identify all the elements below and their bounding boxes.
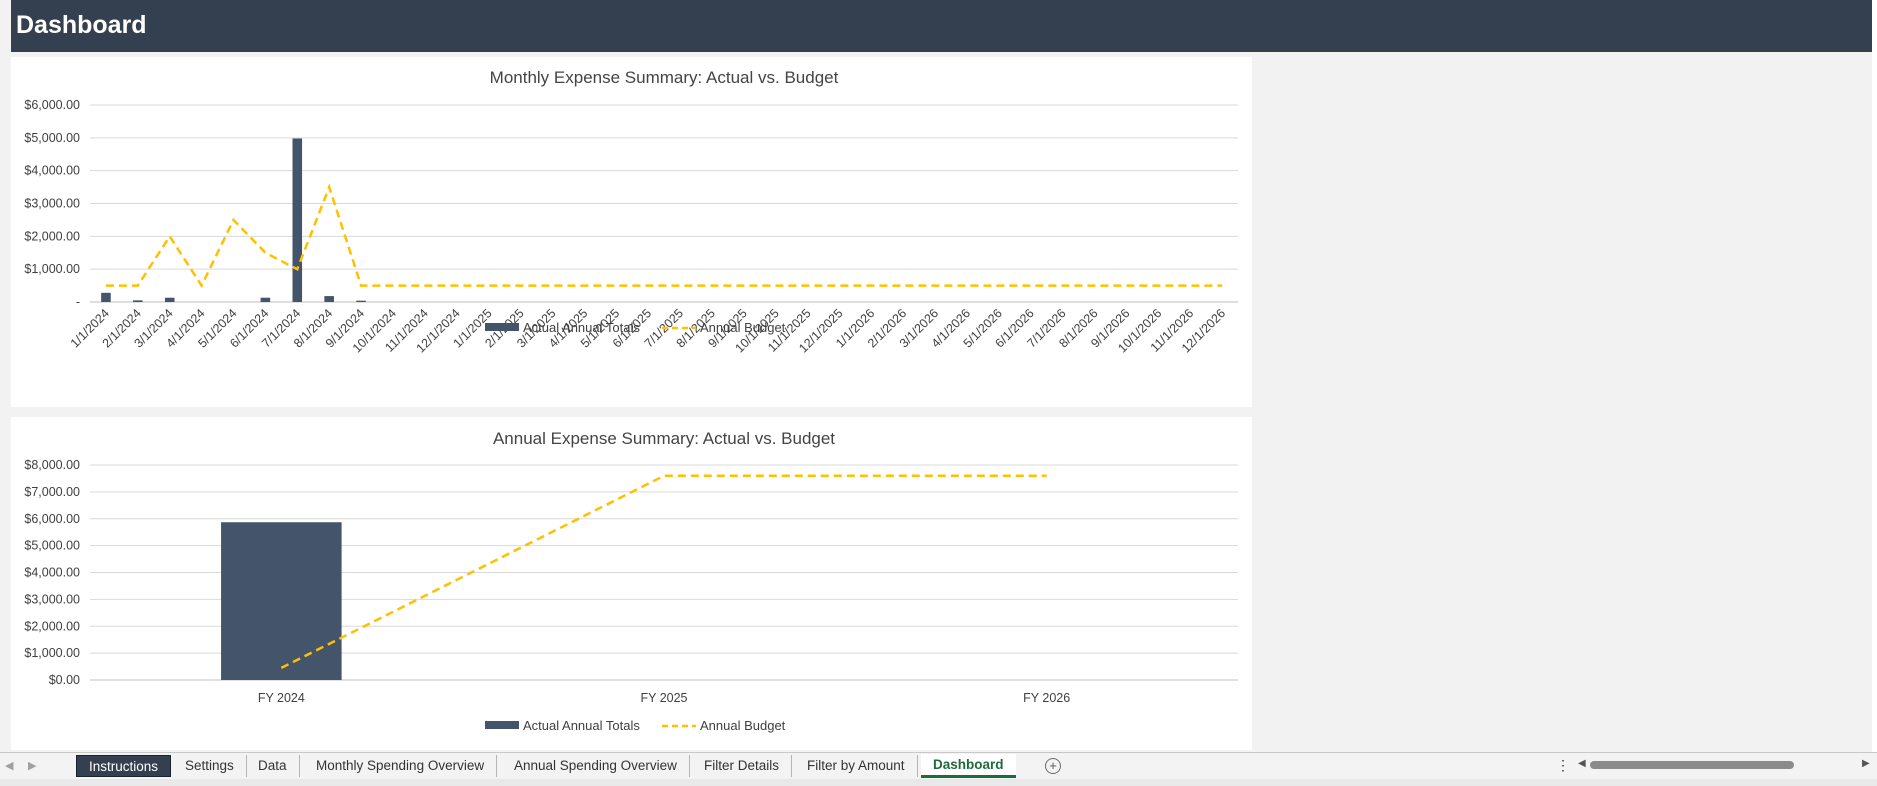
tab-data[interactable]: Data bbox=[246, 755, 300, 777]
y-tick-label: - bbox=[76, 295, 80, 309]
bar bbox=[101, 292, 111, 302]
y-tick-label: $4,000.00 bbox=[24, 566, 80, 580]
y-tick-label: $8,000.00 bbox=[24, 458, 80, 472]
sheet-edge bbox=[1872, 0, 1877, 752]
legend-budget-label: Annual Budget bbox=[700, 718, 786, 733]
bar bbox=[260, 297, 271, 302]
tab-filter-details[interactable]: Filter Details bbox=[692, 755, 793, 777]
annual-chart: Annual Expense Summary: Actual vs. Budge… bbox=[24, 429, 1238, 733]
budget-line bbox=[105, 183, 1223, 289]
scrollbar-thumb[interactable] bbox=[1590, 761, 1794, 769]
tab-dashboard[interactable]: Dashboard bbox=[921, 754, 1016, 778]
monthly-chart: Monthly Expense Summary: Actual vs. Budg… bbox=[24, 68, 1238, 355]
scroll-tabs-right-icon[interactable]: ▶ bbox=[28, 760, 37, 772]
x-tick-label: FY 2025 bbox=[640, 691, 687, 705]
monthly-chart-panel[interactable]: Monthly Expense Summary: Actual vs. Budg… bbox=[11, 57, 1252, 407]
legend-actual-label: Actual Annual Totals bbox=[523, 320, 640, 335]
dashboard-header: Dashboard bbox=[11, 0, 1872, 52]
bar bbox=[133, 300, 143, 302]
sheet-tab-bar: ◀ ▶ Instructions Settings Data Monthly S… bbox=[0, 752, 1877, 779]
y-tick-label: $2,000.00 bbox=[24, 229, 80, 243]
more-options-icon[interactable]: ⋮ bbox=[1556, 757, 1570, 773]
y-tick-label: $6,000.00 bbox=[24, 512, 80, 526]
y-tick-label: $2,000.00 bbox=[24, 619, 80, 633]
y-tick-label: $3,000.00 bbox=[24, 592, 80, 606]
tab-instructions[interactable]: Instructions bbox=[76, 755, 172, 777]
y-tick-label: $4,000.00 bbox=[24, 164, 80, 178]
annual-chart-panel[interactable]: Annual Expense Summary: Actual vs. Budge… bbox=[11, 417, 1252, 750]
y-tick-label: $7,000.00 bbox=[24, 485, 80, 499]
tab-filter-by-amount[interactable]: Filter by Amount bbox=[795, 755, 918, 777]
scroll-left-icon[interactable]: ◀ bbox=[1578, 758, 1586, 769]
legend-budget-label: Annual Budget bbox=[700, 320, 786, 335]
y-tick-label: $0.00 bbox=[49, 673, 80, 687]
y-tick-label: $6,000.00 bbox=[24, 98, 80, 112]
y-tick-label: $5,000.00 bbox=[24, 131, 80, 145]
x-tick-label: FY 2024 bbox=[258, 691, 305, 705]
status-bar bbox=[0, 779, 1877, 786]
y-tick-label: $1,000.00 bbox=[24, 262, 80, 276]
chart-title: Monthly Expense Summary: Actual vs. Budg… bbox=[490, 68, 839, 87]
bar bbox=[164, 297, 175, 302]
budget-line bbox=[280, 474, 1047, 670]
scroll-tabs-left-icon[interactable]: ◀ bbox=[5, 760, 14, 772]
horizontal-scrollbar[interactable]: ◀ ▶ bbox=[1578, 758, 1870, 772]
y-tick-label: $3,000.00 bbox=[24, 197, 80, 211]
x-tick-label: FY 2026 bbox=[1023, 691, 1070, 705]
bar bbox=[356, 300, 366, 302]
tab-monthly-spending-overview[interactable]: Monthly Spending Overview bbox=[304, 755, 498, 777]
bar bbox=[324, 296, 334, 302]
chart-title: Annual Expense Summary: Actual vs. Budge… bbox=[493, 429, 835, 448]
bar bbox=[221, 522, 342, 680]
page-title: Dashboard bbox=[16, 11, 147, 39]
bar bbox=[292, 138, 303, 302]
legend-actual-label: Actual Annual Totals bbox=[523, 718, 640, 733]
legend-actual-swatch bbox=[485, 323, 519, 331]
y-tick-label: $1,000.00 bbox=[24, 646, 80, 660]
legend-actual-swatch bbox=[485, 721, 519, 729]
tab-settings[interactable]: Settings bbox=[173, 755, 247, 777]
scroll-right-icon[interactable]: ▶ bbox=[1862, 758, 1870, 769]
add-sheet-icon[interactable]: + bbox=[1045, 758, 1061, 774]
tab-annual-spending-overview[interactable]: Annual Spending Overview bbox=[502, 755, 690, 777]
y-tick-label: $5,000.00 bbox=[24, 539, 80, 553]
